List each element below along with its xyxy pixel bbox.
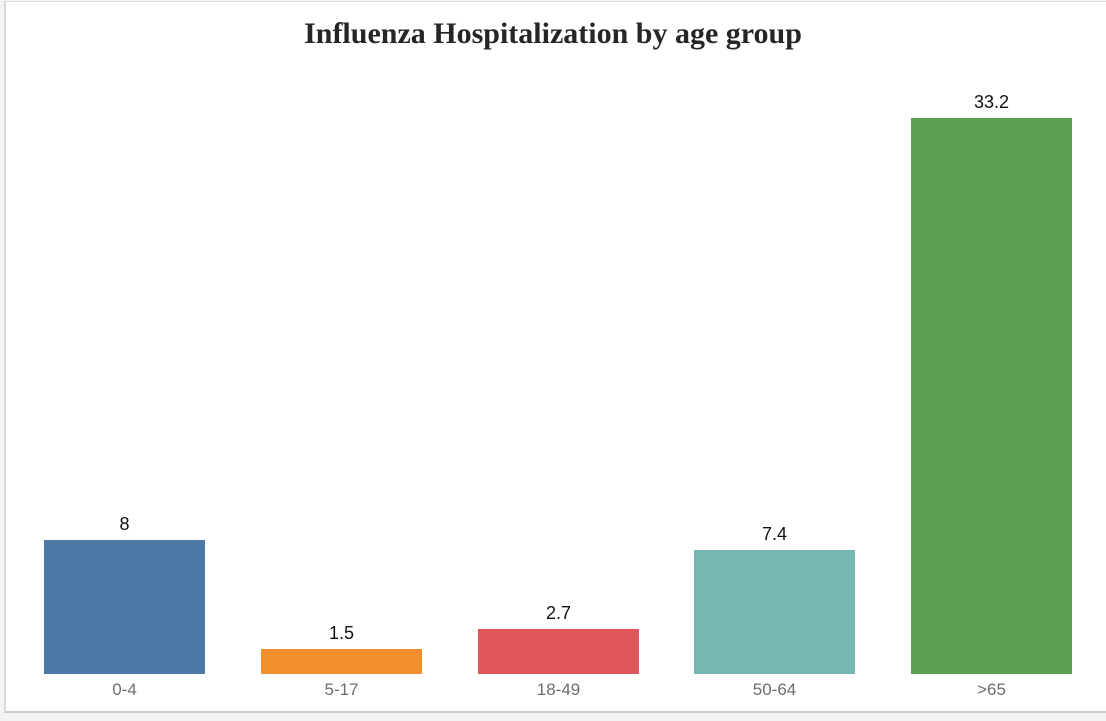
bar-value-label: 2.7 <box>545 603 572 623</box>
x-axis-tick-label: 5-17 <box>324 680 359 699</box>
bar-0-4 <box>44 540 205 674</box>
bar-18-49 <box>478 629 639 674</box>
x-axis-tick-label: 50-64 <box>752 680 797 699</box>
bar->65 <box>911 118 1072 674</box>
bar-value-label: 8 <box>119 514 130 534</box>
chart-title: Influenza Hospitalization by age group <box>304 17 802 50</box>
bar-50-64 <box>694 550 855 674</box>
bar-5-17 <box>261 649 422 674</box>
x-axis-tick-label: 18-49 <box>536 680 581 699</box>
x-axis-tick-label: 0-4 <box>112 680 137 699</box>
bar-value-label: 1.5 <box>328 623 355 643</box>
x-axis-tick-label: >65 <box>977 680 1006 699</box>
bar-value-label: 33.2 <box>973 92 1010 112</box>
bar-value-label: 7.4 <box>761 524 788 544</box>
